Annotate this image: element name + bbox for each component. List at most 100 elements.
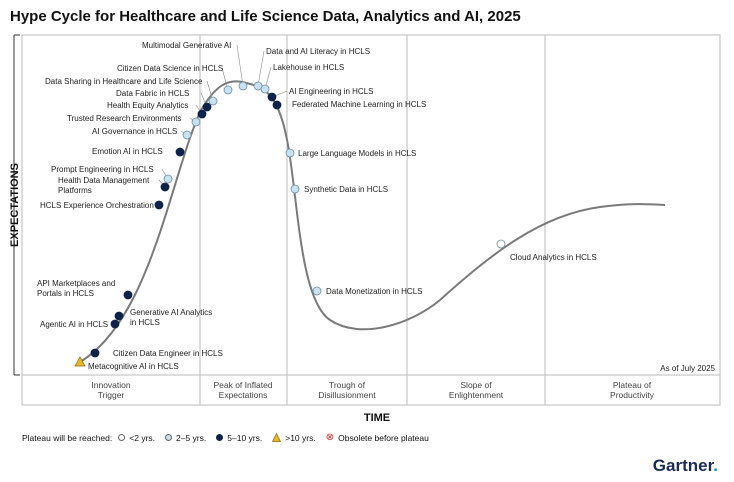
technology-point: Data Sharing in Healthcare and Life Scie… <box>45 77 218 106</box>
marker-circle <box>202 102 212 112</box>
phase-label: Peak of Inflated Expectations <box>213 380 272 400</box>
point-label: Citizen Data Engineer in HCLS <box>113 349 223 358</box>
legend-label: Obsolete before plateau <box>338 432 429 443</box>
page-title: Hype Cycle for Healthcare and Life Scien… <box>10 8 521 25</box>
technology-point: Trusted Research Environments <box>67 114 201 127</box>
marker-circle <box>90 348 100 358</box>
phase-labels: Innovation Trigger Peak of Inflated Expecta… <box>91 380 654 400</box>
phase-label: Plateau of Productivity <box>610 380 655 400</box>
technology-point: Generative AI Analytics in HCLS <box>114 308 212 327</box>
marker-circle <box>312 286 322 296</box>
marker-circle <box>290 184 300 194</box>
technology-point: Data and AI Literacy in HCLS <box>253 47 370 91</box>
x-axis-label: TIME <box>364 412 390 424</box>
hype-curve <box>79 80 666 363</box>
point-label: Data and AI Literacy in HCLS <box>266 47 370 56</box>
legend-dot-icon <box>216 434 224 441</box>
phase-label: Slope of Enlightenment <box>449 380 504 400</box>
point-label: HCLS Experience Orchestration <box>40 201 154 210</box>
marker-circle <box>208 96 218 106</box>
technology-point: Health Equity Analytics <box>107 101 207 119</box>
marker-circle <box>175 147 185 157</box>
legend-triangle-icon <box>272 433 282 442</box>
chart-frame <box>13 34 721 406</box>
point-label: Agentic AI in HCLS <box>40 320 108 329</box>
phase-band <box>21 374 721 406</box>
hype-curve-path <box>79 80 666 363</box>
marker-circle <box>238 81 248 91</box>
point-label: Trusted Research Environments <box>67 114 181 123</box>
marker-circle <box>110 319 120 329</box>
technology-point: Emotion AI in HCLS <box>92 147 185 157</box>
marker-circle <box>267 92 277 102</box>
phase-label: Trough of Disillusionment <box>318 380 376 400</box>
leader-line <box>257 50 265 87</box>
marker-circle <box>272 100 282 110</box>
marker-circle <box>260 84 270 94</box>
technology-point: Data Fabric in HCLS <box>116 89 212 112</box>
point-label: API Marketplaces and Portals in HCLS <box>37 279 115 298</box>
marker-circle <box>223 85 233 95</box>
technology-point: Synthetic Data in HCLS <box>290 184 388 194</box>
technology-point: Cloud Analytics in HCLS <box>496 239 597 262</box>
technology-point: AI Engineering in HCLS <box>267 87 374 102</box>
legend-item: ⊗ Obsolete before plateau <box>326 432 429 443</box>
marker-circle <box>154 200 164 210</box>
legend: Plateau will be reached: <2 yrs. 2–5 yrs.… <box>22 432 435 443</box>
legend-item: <2 yrs. <box>118 433 155 443</box>
marker-circle <box>197 109 207 119</box>
technology-point: Lakehouse in HCLS <box>260 63 344 94</box>
point-label: Multimodal Generative AI <box>142 41 231 50</box>
legend-label: 5–10 yrs. <box>227 432 263 443</box>
marker-circle <box>160 182 170 192</box>
legend-item: >10 yrs. <box>272 433 316 443</box>
marker-circle <box>191 117 201 127</box>
technology-point: Federated Machine Learning in HCLS <box>272 100 426 110</box>
point-label: Cloud Analytics in HCLS <box>510 253 597 262</box>
point-label: Data Monetization in HCLS <box>326 287 423 296</box>
marker-circle <box>123 290 133 300</box>
technology-point: API Marketplaces and Portals in HCLS <box>37 279 133 300</box>
point-label: Citizen Data Science in HCLS <box>117 64 223 73</box>
technology-point: Large Language Models in HCLS <box>285 148 416 158</box>
legend-label: <2 yrs. <box>129 432 156 443</box>
technology-point: Prompt Engineering in HCLS <box>51 165 173 184</box>
legend-dot-icon <box>165 434 173 441</box>
point-label: Metacognitive AI in HCLS <box>88 362 179 371</box>
point-label: AI Governance in HCLS <box>92 127 177 136</box>
point-label: AI Engineering in HCLS <box>289 87 374 96</box>
point-label: Health Equity Analytics <box>107 101 188 110</box>
marker-circle <box>163 174 173 184</box>
point-label: Lakehouse in HCLS <box>273 63 344 72</box>
legend-item: 5–10 yrs. <box>216 433 262 443</box>
technology-point: HCLS Experience Orchestration <box>40 200 164 210</box>
obsolete-icon: ⊗ <box>325 432 335 443</box>
legend-label: 2–5 yrs. <box>176 432 207 443</box>
y-axis-label: EXPECTATIONS <box>9 163 21 247</box>
point-label: Health Data Management Platforms <box>58 176 150 195</box>
phase-label: Innovation Trigger <box>91 380 130 400</box>
technology-point: Agentic AI in HCLS <box>40 319 120 329</box>
leader-line <box>236 44 244 87</box>
technology-point: Health Data Management Platforms <box>58 176 170 195</box>
point-label: Emotion AI in HCLS <box>92 147 163 156</box>
marker-triangle <box>74 356 86 367</box>
technology-points: Metacognitive AI in HCLS Citizen Data Eng… <box>37 41 597 371</box>
point-label: Synthetic Data in HCLS <box>304 185 388 194</box>
technology-point: Citizen Data Science in HCLS <box>117 64 233 95</box>
technology-point: AI Governance in HCLS <box>92 127 192 140</box>
point-label: Prompt Engineering in HCLS <box>51 165 154 174</box>
technology-point: Metacognitive AI in HCLS <box>74 356 179 371</box>
technology-point: Multimodal Generative AI <box>142 41 248 91</box>
legend-item: 2–5 yrs. <box>165 433 206 443</box>
legend-title: Plateau will be reached: <box>22 432 113 443</box>
point-label: Large Language Models in HCLS <box>298 149 416 158</box>
marker-circle <box>182 130 192 140</box>
legend-dot-icon <box>118 434 126 441</box>
point-label: Data Sharing in Healthcare and Life Scie… <box>45 77 203 86</box>
technology-point: Citizen Data Engineer in HCLS <box>90 348 223 358</box>
point-label: Generative AI Analytics in HCLS <box>130 308 212 327</box>
gartner-logo: Gartner. <box>653 456 718 476</box>
brand-dot: . <box>713 456 718 475</box>
